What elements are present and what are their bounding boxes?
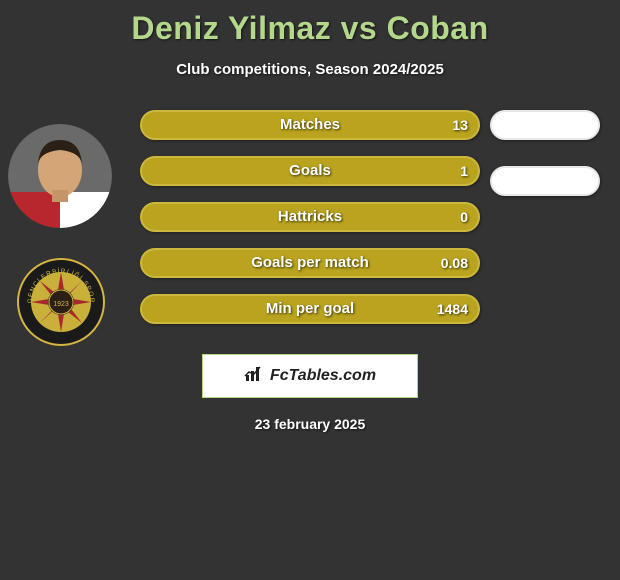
- opponent-bar: [490, 166, 600, 196]
- player-bar: [140, 110, 480, 140]
- opponent-bar: [490, 110, 600, 140]
- brand-text: FcTables.com: [270, 367, 376, 385]
- stat-row: Goals per match 0.08: [0, 248, 620, 294]
- player-bar: [140, 248, 480, 278]
- player-bar: [140, 294, 480, 324]
- page-subtitle: Club competitions, Season 2024/2025: [0, 61, 620, 78]
- player-bar: [140, 202, 480, 232]
- stat-row: Hattricks 0: [0, 202, 620, 248]
- stat-row: Goals 1: [0, 156, 620, 202]
- date-line: 23 february 2025: [0, 416, 620, 432]
- stat-row: Matches 13: [0, 110, 620, 156]
- player-bar: [140, 156, 480, 186]
- stats-list: Matches 13 Goals 1 Hattricks 0 Goals per…: [0, 110, 620, 340]
- page-title: Deniz Yilmaz vs Coban: [0, 0, 620, 47]
- chart-icon: [244, 365, 264, 388]
- brand-box: FcTables.com: [202, 354, 418, 398]
- stat-row: Min per goal 1484: [0, 294, 620, 340]
